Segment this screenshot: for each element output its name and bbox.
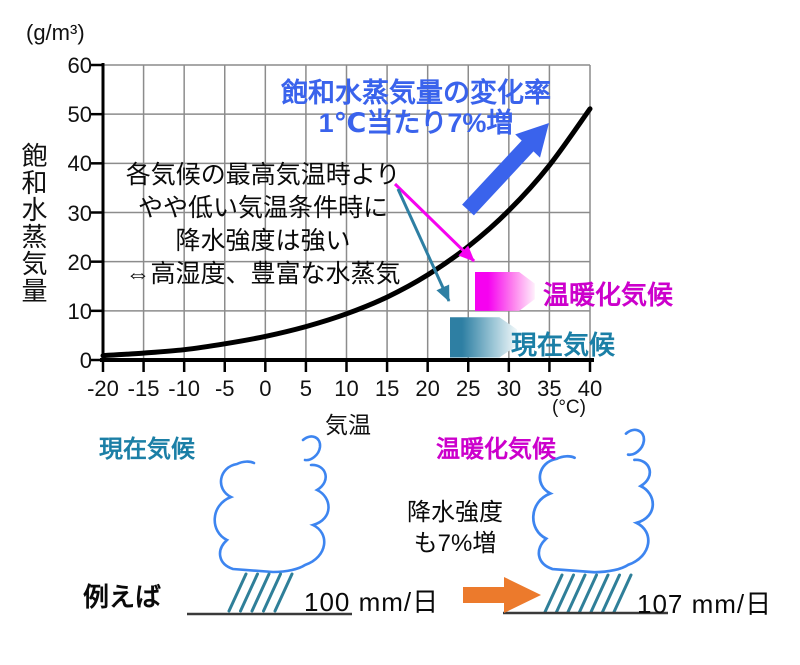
rain-slash: [566, 573, 587, 614]
rain-value-current: 100 mm/日: [304, 587, 440, 617]
rate-increase-arrow-icon: [462, 123, 549, 216]
annotation-arrow-current-icon: [396, 188, 451, 302]
cloud-label-current: 現在気候: [99, 436, 195, 463]
highlight-box-current-climate: [449, 317, 517, 358]
rain-slash: [589, 573, 610, 614]
condition-annotation: 各気候の最高気温時より やや低い気温条件時に 降水強度は強い ⇔高湿度、豊富な水…: [118, 159, 408, 291]
grid-lines: [103, 64, 591, 360]
condition-annotation-line2: やや低い気温条件時に: [137, 194, 388, 222]
cloud-label-warm: 温暖化気候: [436, 436, 556, 463]
rain-slash: [227, 572, 248, 613]
intensity-annotation: 降水強度 も7%増: [393, 497, 517, 559]
x-axis-unit-label: (°C): [552, 397, 586, 418]
rain-slash: [273, 572, 294, 613]
condition-annotation-line1: 各気候の最高気温時より: [125, 161, 401, 189]
saturation-curve: [100, 106, 593, 359]
rate-annotation: 飽和水蒸気量の変化率 1℃当たり7%増: [268, 78, 564, 138]
y-axis-title: 飽和水蒸気量: [18, 142, 48, 304]
highlight-box-warm-climate: [474, 271, 535, 311]
rate-annotation-line1: 飽和水蒸気量の変化率: [281, 78, 551, 108]
rain-slash: [578, 573, 598, 614]
intensity-annotation-line2: も7%増: [413, 530, 497, 557]
rain-slash: [612, 573, 633, 614]
rain-slash: [239, 572, 259, 613]
condition-annotation-line4: ⇔高湿度、豊富な水蒸気: [125, 260, 401, 288]
cloud-warm-icon: [531, 428, 655, 574]
condition-annotation-line3: 降水強度は強い: [175, 227, 351, 255]
intensity-annotation-line1: 降水強度: [407, 499, 503, 526]
rain-value-warm: 107 mm/日: [637, 589, 773, 619]
rain-slash: [543, 573, 564, 614]
example-label: 例えば: [83, 582, 162, 612]
increase-arrow-icon: [463, 577, 541, 613]
rain-slashes-current-icon: [227, 572, 294, 613]
warm-climate-box-label: 温暖化気候: [543, 280, 674, 310]
rain-slash: [262, 572, 282, 613]
y-axis-unit-label: (g/m³): [26, 20, 85, 45]
rate-annotation-line2: 1℃当たり7%増: [318, 108, 514, 138]
rain-slash: [601, 573, 621, 614]
annotation-arrow-warm-icon: [393, 182, 476, 263]
cloud-current-icon: [213, 435, 330, 574]
axes: [90, 63, 594, 372]
rain-slashes-warm-icon: [543, 573, 633, 614]
rain-slash: [555, 573, 575, 614]
x-axis-title: 気温: [325, 412, 371, 438]
rain-slash: [250, 572, 271, 613]
current-climate-box-label: 現在気候: [511, 330, 616, 360]
